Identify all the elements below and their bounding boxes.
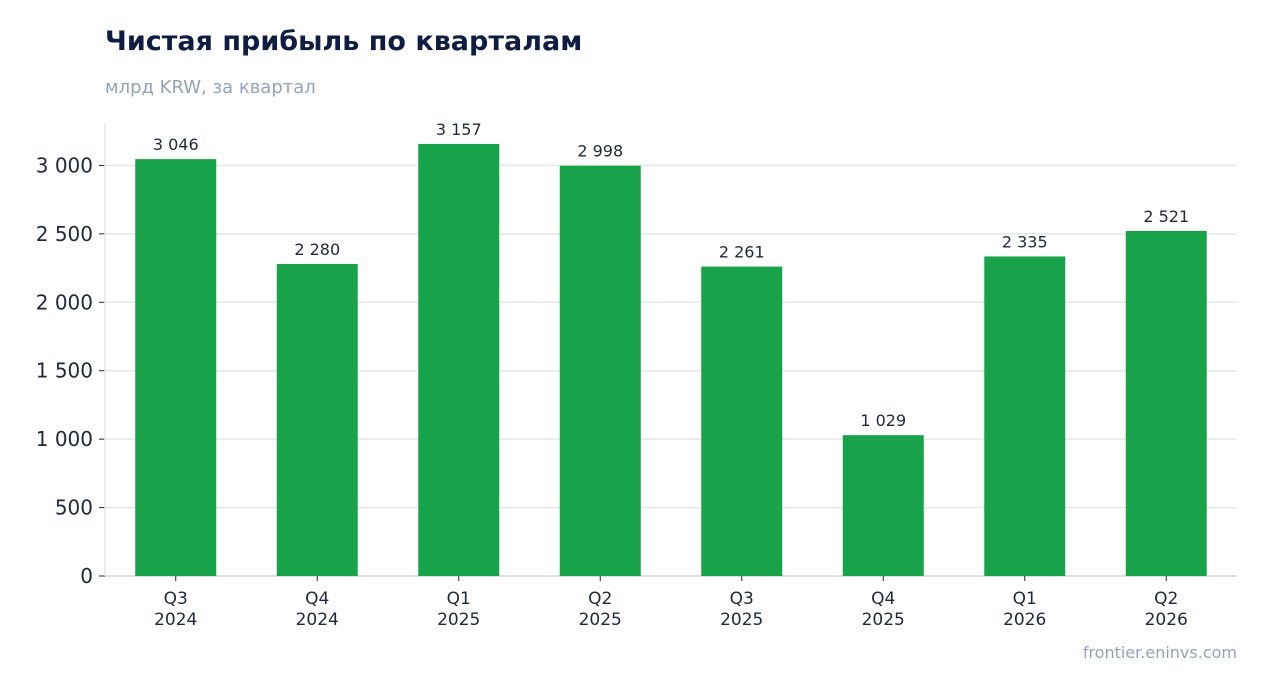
data-label: 3 046 — [153, 135, 199, 154]
y-tick-label: 1 000 — [36, 427, 93, 451]
bar — [842, 435, 924, 576]
y-tick-label: 1 500 — [36, 359, 93, 383]
chart-title: Чистая прибыль по кварталам — [105, 26, 583, 57]
x-tick-label: 2025 — [579, 610, 622, 630]
y-tick-label: 500 — [55, 496, 93, 520]
x-tick-label: Q1 — [447, 589, 471, 609]
x-tick-label: Q2 — [588, 589, 612, 609]
data-labels: 3 046 2 280 3 157 2 998 2 261 1 029 2 335 2 521 — [153, 120, 1189, 430]
axes — [99, 123, 1237, 581]
source-label: frontier.eninvs.com — [1082, 643, 1237, 662]
grid-lines — [105, 164, 1237, 509]
x-tick-label: 2024 — [154, 610, 197, 630]
data-label: 2 280 — [294, 240, 340, 259]
x-tick-label: 2025 — [862, 610, 905, 630]
x-tick-label: Q3 — [164, 589, 188, 609]
y-tick-label: 2 000 — [36, 290, 93, 314]
bars — [135, 143, 1207, 577]
bar — [559, 165, 641, 576]
bar — [135, 159, 217, 577]
x-tick-label: 2026 — [1145, 610, 1188, 630]
data-label: 2 521 — [1143, 207, 1189, 226]
y-tick-label: 3 000 — [36, 153, 93, 177]
x-tick-label: Q3 — [730, 589, 754, 609]
x-tick-label: Q2 — [1154, 589, 1178, 609]
chart-subtitle: млрд KRW, за квартал — [105, 77, 316, 98]
bar — [984, 256, 1066, 576]
data-label: 1 029 — [860, 411, 906, 430]
bar — [1125, 230, 1207, 577]
y-tick-label: 2 500 — [36, 222, 93, 246]
x-tick-label: Q1 — [1013, 589, 1037, 609]
y-tick-label: 0 — [80, 564, 93, 588]
bar — [276, 263, 358, 576]
bar — [701, 266, 783, 576]
x-tick-label: 2025 — [720, 610, 763, 630]
x-tick-label: Q4 — [305, 589, 329, 609]
x-tick-label: 2024 — [296, 610, 339, 630]
data-label: 2 998 — [577, 142, 623, 161]
x-tick-label: 2025 — [437, 610, 480, 630]
data-label: 3 157 — [436, 120, 482, 139]
data-label: 2 261 — [719, 243, 765, 262]
x-tick-label: Q4 — [871, 589, 895, 609]
x-tick-label: 2026 — [1003, 610, 1046, 630]
bar — [418, 143, 500, 576]
data-label: 2 335 — [1002, 232, 1048, 251]
